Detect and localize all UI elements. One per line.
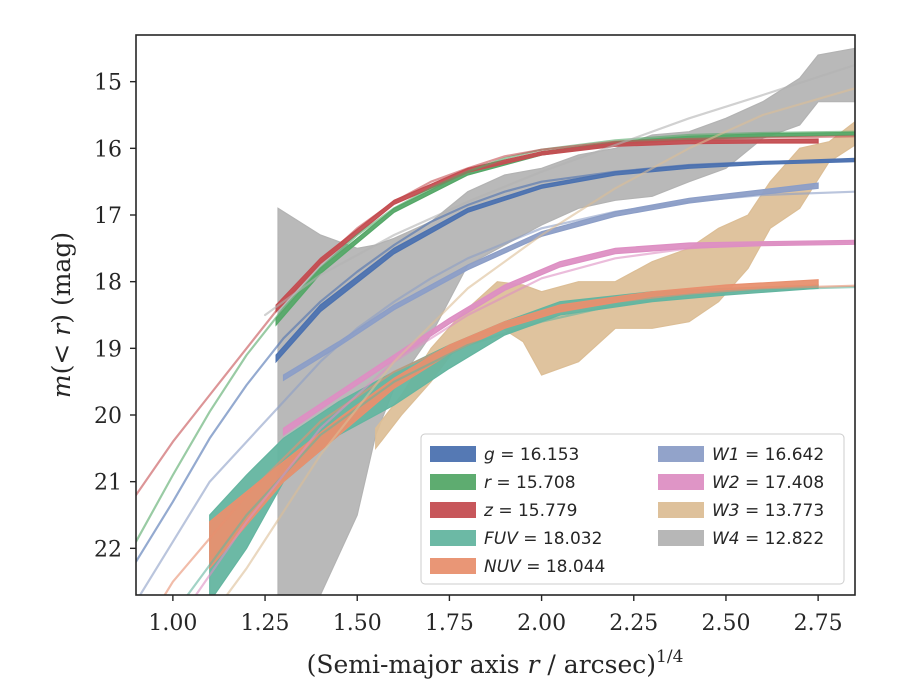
fit-line-w2: [194, 240, 855, 595]
y-tick-label: 16: [94, 137, 122, 162]
fit-line-w1: [138, 190, 855, 595]
legend-label-nuv: NUV = 18.044: [484, 557, 605, 577]
legend-label-w4: W4 = 12.822: [712, 529, 824, 549]
y-tick-label: 21: [94, 471, 122, 496]
y-tick-label: 17: [94, 204, 122, 229]
band-w2: [282, 239, 855, 437]
legend-swatch-w2: [658, 474, 704, 490]
legend-label-w1: W1 = 16.642: [712, 445, 824, 465]
legend-label-fuv: FUV = 18.032: [484, 529, 602, 549]
fit-line-fuv: [186, 285, 855, 595]
x-tick-label: 2.50: [701, 611, 750, 636]
fit-line-w4: [264, 63, 855, 317]
x-axis-label: (Semi-major axis r / arcsec)1/4: [307, 647, 684, 679]
y-axis-label: m(< r) (mag): [47, 232, 76, 398]
legend-box: [420, 433, 845, 585]
legend-label-r: r = 15.708: [484, 473, 576, 493]
x-tick-label: 1.00: [148, 611, 197, 636]
legend-label-z: z = 15.779: [483, 501, 577, 521]
legend-label-w3: W3 = 13.773: [712, 501, 824, 521]
x-tick-label: 1.25: [241, 611, 290, 636]
band-nuv: [209, 279, 819, 570]
x-tick-label: 1.75: [425, 611, 474, 636]
legend-swatch-r: [430, 474, 476, 490]
x-tick-label: 2.00: [517, 611, 566, 636]
legend-swatch-w3: [658, 502, 704, 518]
y-tick-label: 20: [94, 404, 122, 429]
y-tick-label: 19: [94, 337, 122, 362]
fit-line-z: [136, 135, 855, 497]
legend-label-g: g = 16.153: [484, 445, 579, 465]
legend-swatch-fuv: [430, 530, 476, 546]
x-tick-label: 2.75: [794, 611, 843, 636]
fit-line-nuv: [163, 284, 855, 595]
band-w1: [282, 182, 819, 382]
model-fit-lines: [136, 63, 855, 595]
legend-swatch-z: [430, 502, 476, 518]
legend-swatch-w4: [658, 530, 704, 546]
band-w3: [375, 120, 855, 451]
x-tick-label: 2.25: [609, 611, 658, 636]
fit-line-r: [136, 130, 855, 543]
y-tick-label: 18: [94, 271, 122, 296]
x-tick-label: 1.50: [333, 611, 382, 636]
fit-line-w3: [225, 87, 855, 595]
legend: g = 16.153 r = 15.708 z = 15.779 FUV = 18.0…: [420, 433, 845, 585]
x-axis-ticks: 1.00 1.25 1.50 1.75 2.00 2.25 2.50 2.75: [148, 595, 843, 636]
y-tick-label: 22: [94, 537, 122, 562]
band-g: [275, 157, 855, 364]
y-axis-ticks: 15 16 17 18 19 20 21 22: [94, 71, 136, 562]
legend-label-w2: W2 = 17.408: [712, 473, 824, 493]
legend-swatch-g: [430, 446, 476, 462]
y-tick-label: 15: [94, 71, 122, 96]
legend-swatch-nuv: [430, 558, 476, 574]
plot-frame: [135, 34, 856, 596]
legend-swatch-w1: [658, 446, 704, 462]
